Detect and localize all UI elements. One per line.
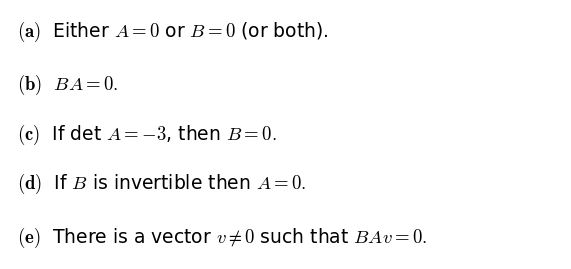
Text: $\mathbf{(a)}$  Either $A = 0$ or $B = 0$ (or both).: $\mathbf{(a)}$ Either $A = 0$ or $B = 0$… xyxy=(17,20,329,44)
Text: $\mathbf{(e)}$  There is a vector $v \neq 0$ such that $BAv = 0.$: $\mathbf{(e)}$ There is a vector $v \neq… xyxy=(17,226,428,250)
Text: $\mathbf{(c)}$  If det $A = {-3}$, then $B = 0.$: $\mathbf{(c)}$ If det $A = {-3}$, then $… xyxy=(17,122,277,147)
Text: $\mathbf{(d)}$  If $B$ is invertible then $A = 0.$: $\mathbf{(d)}$ If $B$ is invertible then… xyxy=(17,172,307,196)
Text: $\mathbf{(b)}$  $BA = 0.$: $\mathbf{(b)}$ $BA = 0.$ xyxy=(17,73,118,97)
